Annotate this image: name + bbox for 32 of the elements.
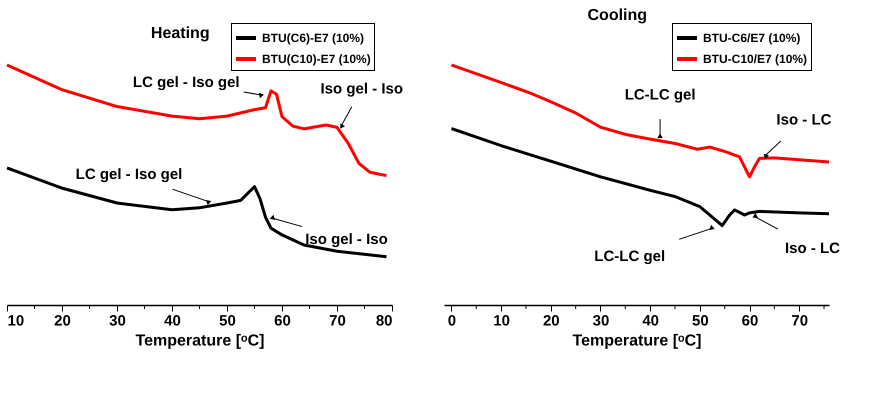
legend-label: BTU-C6/E7 (10%) [703, 31, 800, 45]
x-tick-label: 30 [109, 312, 126, 330]
chart-title: Cooling [587, 7, 648, 24]
legend-label: BTU(C10)-E7 (10%) [262, 52, 371, 66]
annotation: Iso gel - Iso [320, 80, 404, 98]
x-tick-label: 0 [448, 312, 456, 330]
x-tick-label: 30 [592, 312, 610, 330]
x-tick-label: 60 [742, 312, 758, 330]
legend-label: BTU(C6)-E7 (10%) [262, 31, 364, 45]
annotation: LC-LC gel [624, 86, 696, 104]
x-tick-label: 60 [274, 312, 291, 330]
x-tick-label: 50 [692, 312, 709, 330]
x-tick-label: 50 [219, 312, 236, 330]
x-tick-label: 70 [791, 312, 808, 330]
x-tick-label: 20 [542, 312, 560, 330]
x-tick-label: 70 [329, 312, 346, 330]
legend-label: BTU-C10/E7 (10%) [703, 52, 808, 66]
annotation: LC-LC gel [594, 248, 666, 265]
chart-title: Heating [150, 25, 210, 42]
annotation: Iso gel - Iso [305, 231, 388, 248]
x-tick-label: 40 [642, 312, 660, 330]
x-tick-label: 40 [164, 312, 181, 330]
x-axis-title: Temperature [ᵒC] [136, 332, 264, 350]
annotation: LC gel - Iso gel [76, 166, 182, 184]
annotation: Iso - LC [776, 112, 832, 129]
x-tick-label: 10 [8, 312, 24, 330]
x-axis-title: Temperature [ᵒC] [572, 332, 702, 350]
annotation: Iso - LC [785, 240, 840, 257]
x-tick-label: 80 [376, 312, 392, 330]
x-tick-label: 10 [493, 312, 510, 330]
annotation: LC gel - Iso gel [132, 74, 240, 92]
x-tick-label: 20 [54, 312, 71, 330]
